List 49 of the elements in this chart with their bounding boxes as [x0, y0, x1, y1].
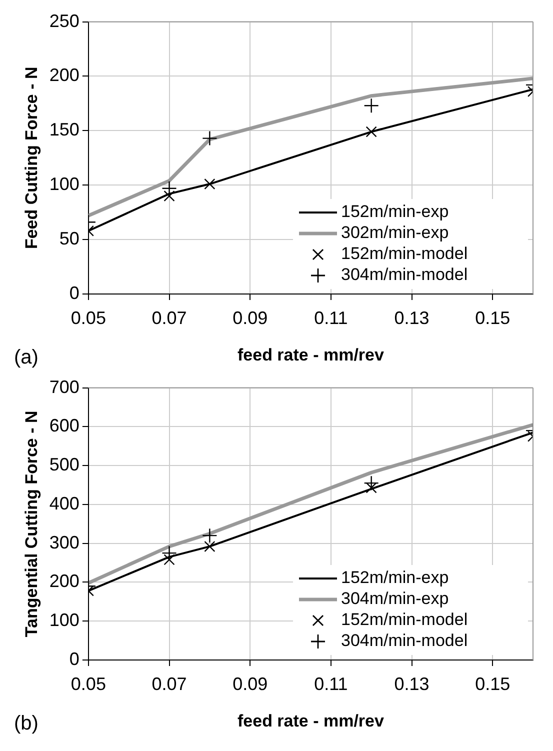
x-axis-title: feed rate - mm/rev — [237, 345, 384, 364]
point — [202, 130, 218, 146]
y-tick-label: 100 — [49, 610, 80, 630]
y-tick-label: 150 — [49, 120, 80, 140]
legend-label: 152m/min-model — [341, 610, 468, 630]
legend-label: 304m/min-exp — [341, 589, 449, 608]
y-tick-label: 400 — [49, 493, 80, 514]
legend-label: 152m/min-exp — [341, 202, 449, 222]
point — [364, 98, 379, 114]
y-tick-label: 600 — [49, 416, 80, 436]
point — [204, 178, 216, 190]
legend-label: 302m/min-exp — [341, 223, 449, 242]
y-tick-label: 200 — [49, 571, 80, 592]
point — [366, 126, 377, 138]
x-tick-label: 0.09 — [232, 308, 268, 328]
x-tick-label: 0.05 — [70, 308, 106, 328]
x-tick-label: 0.05 — [70, 674, 106, 694]
y-tick-label: 300 — [49, 532, 80, 552]
point — [364, 475, 379, 491]
x-tick-label: 0.07 — [152, 308, 187, 328]
x-tick-label: 0.11 — [314, 308, 348, 328]
x-tick-label: 0.13 — [394, 674, 430, 694]
legend-label: 152m/min-model — [341, 244, 468, 264]
y-tick-label: 50 — [59, 228, 80, 249]
legend-label: 152m/min-exp — [341, 568, 449, 588]
text: (a) — [14, 346, 38, 369]
x-tick-label: 0.09 — [232, 674, 268, 694]
text: (b) — [14, 712, 38, 735]
x-axis-title: feed rate - mm/rev — [237, 711, 384, 730]
y-tick-label: 500 — [49, 454, 80, 475]
legend-label: 304m/min-model — [341, 265, 468, 284]
y-axis-title: Feed Cutting Force - N — [22, 66, 41, 250]
point — [162, 180, 177, 196]
x-tick-label: 0.15 — [475, 308, 510, 328]
y-tick-label: 0 — [69, 282, 80, 303]
y-tick-label: 100 — [49, 174, 80, 194]
y-tick-label: 0 — [69, 648, 80, 669]
x-tick-label: 0.11 — [314, 674, 348, 694]
legend-label: 304m/min-model — [341, 631, 468, 650]
x-tick-label: 0.15 — [475, 674, 510, 694]
x-tick-label: 0.13 — [394, 308, 430, 328]
point — [202, 528, 218, 544]
point — [164, 190, 175, 202]
y-axis-title: Tangential Cutting Force - N — [22, 410, 41, 638]
y-tick-label: 700 — [49, 376, 80, 397]
x-tick-label: 0.07 — [152, 674, 187, 694]
y-tick-label: 250 — [49, 10, 80, 31]
point — [204, 540, 216, 552]
y-tick-label: 200 — [49, 65, 80, 86]
